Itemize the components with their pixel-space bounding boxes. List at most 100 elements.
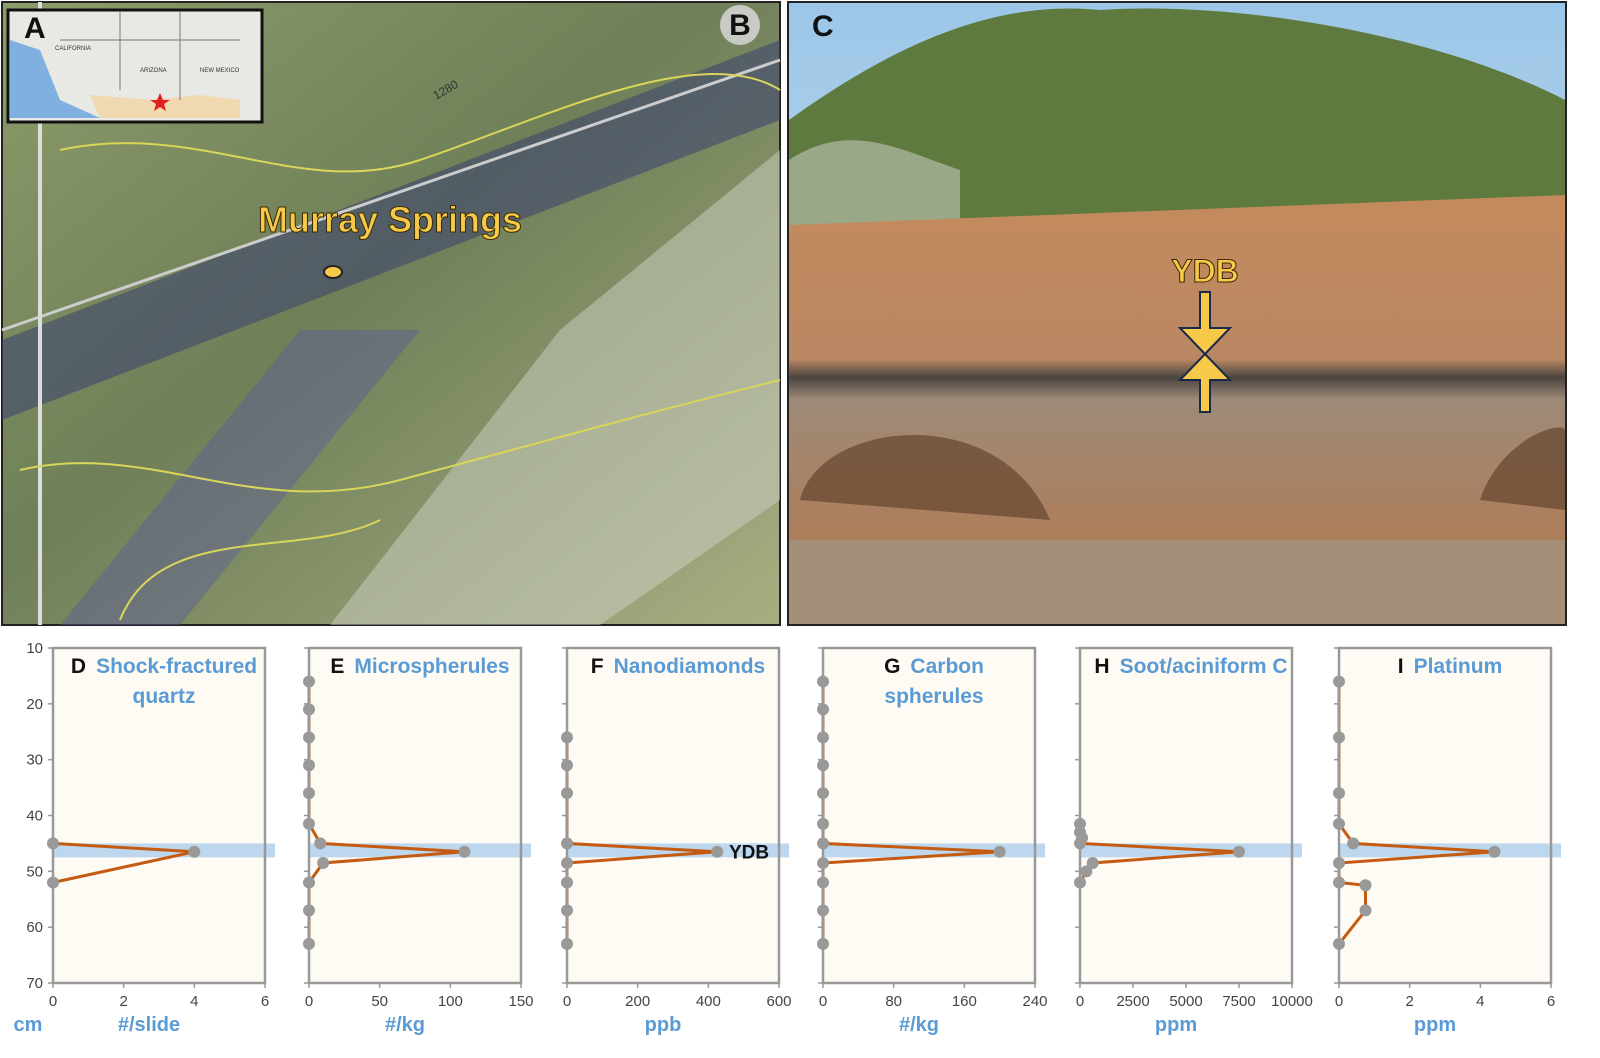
panel-label: I	[1397, 655, 1404, 678]
data-point	[1086, 856, 1099, 869]
annotation: YDB	[729, 842, 769, 863]
label-bg	[720, 5, 760, 45]
x-tick-label: 5000	[1169, 993, 1202, 1010]
x-tick-label: 0	[563, 993, 571, 1010]
ground	[789, 540, 1565, 624]
y-tick-label: 10	[26, 640, 43, 657]
x-tick-label: 0	[1335, 993, 1343, 1010]
chart-title: Carbon spherules	[884, 655, 984, 708]
data-point	[1080, 865, 1093, 878]
x-tick-label: 4	[1476, 993, 1484, 1010]
x-axis-label: ppb	[645, 1014, 682, 1036]
wash	[2, 40, 780, 420]
x-tick-label: 160	[952, 993, 977, 1010]
mexico	[90, 95, 240, 118]
map-label: NEW MEXICO	[200, 68, 240, 74]
data-point	[993, 845, 1006, 858]
panel-label: B	[729, 9, 751, 42]
y-tick-label: 20	[26, 696, 43, 713]
data-point	[188, 845, 201, 858]
trees	[789, 8, 1565, 240]
aerial-photo: Murray Springs 1280 B CALIFORNIA ARIZONA…	[1, 1, 781, 626]
plot-area	[309, 648, 521, 983]
chart-title: Microspherules	[354, 655, 510, 678]
plot-area	[567, 648, 779, 983]
plot-border	[1078, 646, 1294, 985]
shrubs	[789, 140, 960, 240]
x-tick-label: 0	[305, 993, 313, 1010]
title-box: G Carbon spherules	[884, 655, 984, 708]
road	[1, 58, 781, 332]
cave	[800, 427, 1565, 520]
panel-label: F	[590, 655, 604, 678]
x-tick-label: 2	[1405, 993, 1413, 1010]
panel-label: C	[812, 10, 834, 43]
chart-title-block: I Platinum	[1351, 652, 1549, 682]
plot-border	[565, 646, 781, 985]
panel-label: E	[330, 655, 345, 678]
x-tick-label: 600	[766, 993, 791, 1010]
plot-border	[821, 646, 1037, 985]
plot-area	[1080, 648, 1292, 983]
pale-slope	[330, 150, 780, 625]
x-tick-label: 7500	[1222, 993, 1255, 1010]
x-axis-label: #/kg	[385, 1014, 425, 1036]
chart-title: Soot/aciniform C	[1119, 655, 1288, 678]
x-tick-label: 6	[261, 993, 269, 1010]
plot-border	[307, 646, 523, 985]
ocean	[10, 40, 100, 118]
chart-title-block: H Soot/aciniform C	[1092, 652, 1290, 682]
panel-label: H	[1094, 655, 1110, 678]
data-point	[1359, 904, 1372, 917]
y-axis-label: cm	[14, 1014, 43, 1036]
x-tick-label: 4	[190, 993, 198, 1010]
x-tick-label: 2	[119, 993, 127, 1010]
title-box: H Soot/aciniform C	[1092, 652, 1290, 682]
title-box: F Nanodiamonds	[579, 652, 777, 682]
plot-area	[53, 648, 265, 983]
data-point	[458, 845, 471, 858]
plot-area	[823, 648, 1035, 983]
title-box: I Platinum	[1351, 652, 1549, 682]
ydb-label: YDB	[1171, 253, 1239, 289]
chart-title-block: E Microspherules	[321, 652, 519, 682]
data-point	[1347, 837, 1360, 850]
data-point	[1233, 845, 1245, 858]
site-star	[150, 93, 170, 111]
cliff-photo: YDB C	[787, 1, 1567, 626]
data-point	[711, 845, 724, 858]
data-point	[317, 856, 330, 869]
map-label: CALIFORNIA	[55, 46, 91, 52]
x-tick-label: 0	[1076, 993, 1084, 1010]
x-axis-label: #/kg	[899, 1014, 939, 1036]
x-axis-label: ppm	[1155, 1014, 1197, 1036]
y-tick-label: 70	[26, 975, 43, 992]
plot-area	[1339, 648, 1551, 983]
title-box: E Microspherules	[321, 652, 519, 682]
data-point	[1359, 879, 1372, 892]
contour	[19, 73, 781, 621]
x-tick-label: 400	[696, 993, 721, 1010]
plot-border	[1337, 646, 1553, 985]
plot-border	[51, 646, 267, 985]
chart-title: Platinum	[1413, 655, 1503, 678]
x-axis-label: ppm	[1414, 1014, 1456, 1036]
panel-label: D	[70, 655, 87, 678]
data-point	[1488, 845, 1501, 858]
y-tick-label: 50	[26, 863, 43, 880]
site-marker	[323, 265, 343, 279]
panel-label: A	[24, 12, 46, 45]
borders	[60, 12, 240, 100]
x-tick-label: 50	[371, 993, 388, 1010]
site-label: Murray Springs	[258, 199, 522, 240]
data-point	[314, 837, 327, 850]
chart-title-block: D Shock-fractured quartz	[65, 652, 263, 712]
x-tick-label: 10000	[1271, 993, 1313, 1010]
chart-title-block: F Nanodiamonds	[579, 652, 777, 682]
y-tick-label: 40	[26, 808, 43, 825]
map-label: ARIZONA	[140, 68, 167, 74]
x-tick-label: 80	[885, 993, 902, 1010]
